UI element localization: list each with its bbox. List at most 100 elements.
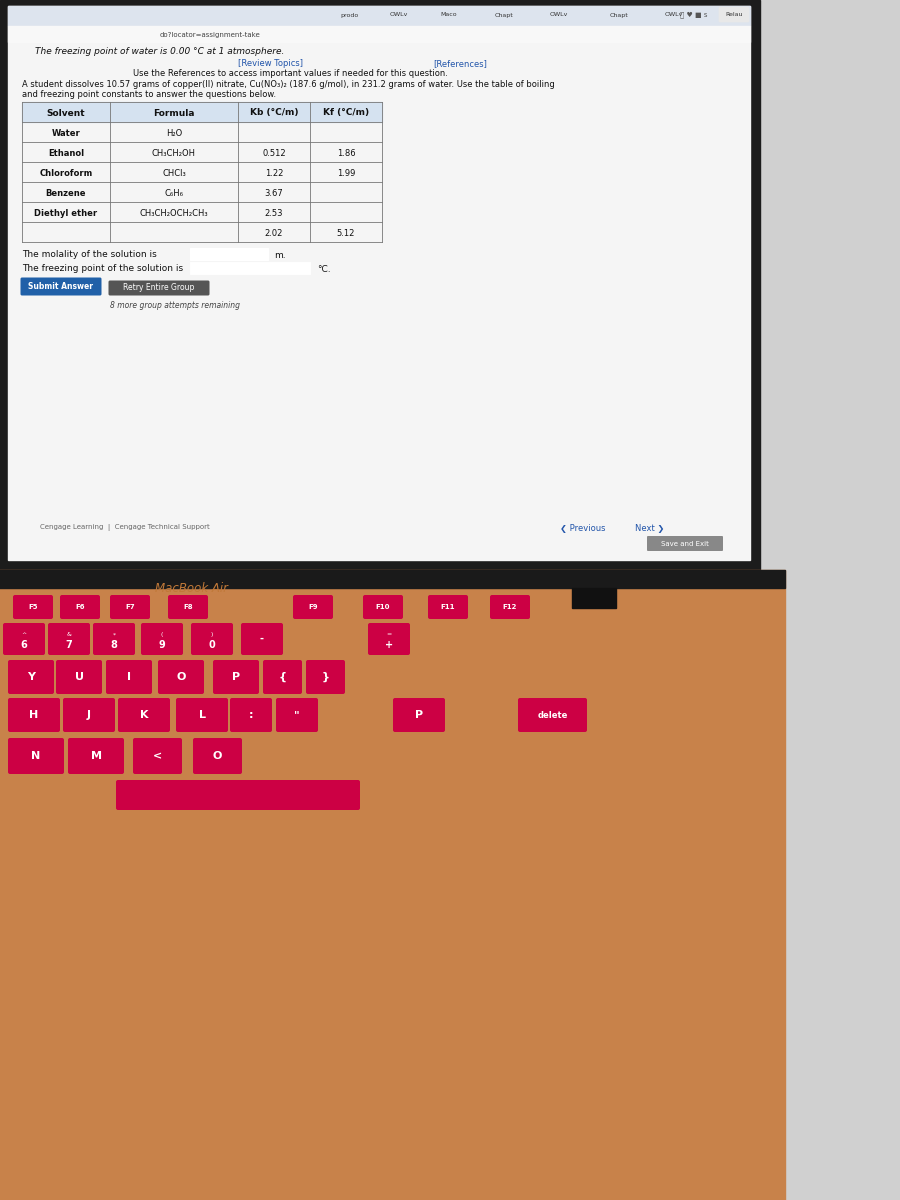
Text: {: { xyxy=(278,672,286,682)
FancyBboxPatch shape xyxy=(213,660,259,694)
Bar xyxy=(0,0,760,570)
FancyBboxPatch shape xyxy=(8,738,64,774)
Text: 1.99: 1.99 xyxy=(337,168,356,178)
Text: +: + xyxy=(385,640,393,650)
FancyBboxPatch shape xyxy=(518,698,587,732)
Text: 8: 8 xyxy=(111,640,117,650)
Text: ": " xyxy=(294,710,300,720)
Text: 0.512: 0.512 xyxy=(262,149,286,157)
Text: prodo: prodo xyxy=(340,12,358,18)
Text: Kb (°C/m): Kb (°C/m) xyxy=(250,108,298,118)
Text: K: K xyxy=(140,710,148,720)
Text: Ethanol: Ethanol xyxy=(48,149,84,157)
Text: 9: 9 xyxy=(158,640,166,650)
Text: Formula: Formula xyxy=(153,108,194,118)
Text: Benzene: Benzene xyxy=(46,188,86,198)
Text: F7: F7 xyxy=(125,604,135,610)
FancyBboxPatch shape xyxy=(241,623,283,655)
Text: F8: F8 xyxy=(184,604,193,610)
FancyBboxPatch shape xyxy=(8,698,60,732)
Text: F5: F5 xyxy=(28,604,38,610)
Text: 1.22: 1.22 xyxy=(265,168,284,178)
Circle shape xyxy=(105,8,131,35)
Text: Y: Y xyxy=(27,672,35,682)
Text: delete: delete xyxy=(537,710,568,720)
Text: C₆H₆: C₆H₆ xyxy=(165,188,184,198)
FancyBboxPatch shape xyxy=(176,698,228,732)
Text: The molality of the solution is: The molality of the solution is xyxy=(22,250,157,259)
Text: ❮ Previous: ❮ Previous xyxy=(560,524,606,533)
FancyBboxPatch shape xyxy=(116,780,360,810)
Text: Kf (°C/m): Kf (°C/m) xyxy=(323,108,369,118)
FancyBboxPatch shape xyxy=(141,623,183,655)
Text: I: I xyxy=(127,672,131,682)
FancyBboxPatch shape xyxy=(490,595,530,619)
FancyBboxPatch shape xyxy=(21,277,102,295)
FancyBboxPatch shape xyxy=(118,698,170,732)
FancyBboxPatch shape xyxy=(93,623,135,655)
Text: H: H xyxy=(30,710,39,720)
Text: M: M xyxy=(91,751,102,761)
FancyBboxPatch shape xyxy=(158,660,204,694)
Text: 1.86: 1.86 xyxy=(337,149,356,157)
Text: A student dissolves 10.57 grams of copper(II) nitrate, Cu(NO₃)₂ (187.6 g/mol), i: A student dissolves 10.57 grams of coppe… xyxy=(22,80,554,89)
Text: [Review Topics]: [Review Topics] xyxy=(238,59,302,68)
Text: Solvent: Solvent xyxy=(47,108,86,118)
Text: :: : xyxy=(248,710,253,720)
Text: L: L xyxy=(199,710,205,720)
FancyBboxPatch shape xyxy=(191,623,233,655)
Text: ^: ^ xyxy=(22,632,27,637)
Text: P: P xyxy=(415,710,423,720)
Text: <: < xyxy=(153,751,162,761)
FancyBboxPatch shape xyxy=(393,698,445,732)
Text: }: } xyxy=(321,672,329,682)
Text: P: P xyxy=(232,672,240,682)
Text: 0: 0 xyxy=(209,640,215,650)
Text: (: ( xyxy=(161,632,163,637)
FancyBboxPatch shape xyxy=(276,698,318,732)
FancyBboxPatch shape xyxy=(3,623,45,655)
Text: Maco: Maco xyxy=(440,12,456,18)
Text: ⭐ ♥ ■ s: ⭐ ♥ ■ s xyxy=(680,12,707,18)
Text: MacBook Air: MacBook Air xyxy=(155,582,228,595)
Text: J: J xyxy=(87,710,91,720)
FancyBboxPatch shape xyxy=(56,660,102,694)
Text: °C.: °C. xyxy=(317,264,330,274)
Text: Next ❯: Next ❯ xyxy=(635,524,664,533)
FancyBboxPatch shape xyxy=(48,623,90,655)
Text: The freezing point of the solution is: The freezing point of the solution is xyxy=(22,264,183,272)
Bar xyxy=(8,6,750,560)
FancyBboxPatch shape xyxy=(109,281,210,295)
Text: CH₃CH₂OH: CH₃CH₂OH xyxy=(152,149,196,157)
Text: 8 more group attempts remaining: 8 more group attempts remaining xyxy=(110,301,240,310)
FancyBboxPatch shape xyxy=(306,660,345,694)
Text: O: O xyxy=(176,672,185,682)
FancyBboxPatch shape xyxy=(363,595,403,619)
Text: F6: F6 xyxy=(76,604,85,610)
Bar xyxy=(190,262,310,274)
Text: m.: m. xyxy=(274,251,285,259)
Text: -: - xyxy=(260,634,264,644)
Text: 6: 6 xyxy=(21,640,27,650)
Bar xyxy=(0,570,785,1200)
Text: Submit Answer: Submit Answer xyxy=(29,282,94,290)
FancyBboxPatch shape xyxy=(719,7,749,22)
Text: F9: F9 xyxy=(308,604,318,610)
FancyBboxPatch shape xyxy=(133,738,182,774)
Text: Chapt: Chapt xyxy=(495,12,514,18)
Bar xyxy=(22,102,382,122)
FancyBboxPatch shape xyxy=(110,595,150,619)
FancyBboxPatch shape xyxy=(647,536,723,551)
Bar xyxy=(8,6,750,26)
Text: 7: 7 xyxy=(66,640,72,650)
Text: OWLv: OWLv xyxy=(390,12,409,18)
Bar xyxy=(8,26,750,42)
FancyBboxPatch shape xyxy=(68,738,124,774)
Text: Retry Entire Group: Retry Entire Group xyxy=(123,283,194,293)
Text: [References]: [References] xyxy=(433,59,487,68)
Text: O: O xyxy=(212,751,222,761)
FancyBboxPatch shape xyxy=(263,660,302,694)
Text: F12: F12 xyxy=(503,604,517,610)
Text: Chapt: Chapt xyxy=(610,12,629,18)
Text: Relau: Relau xyxy=(725,12,742,18)
